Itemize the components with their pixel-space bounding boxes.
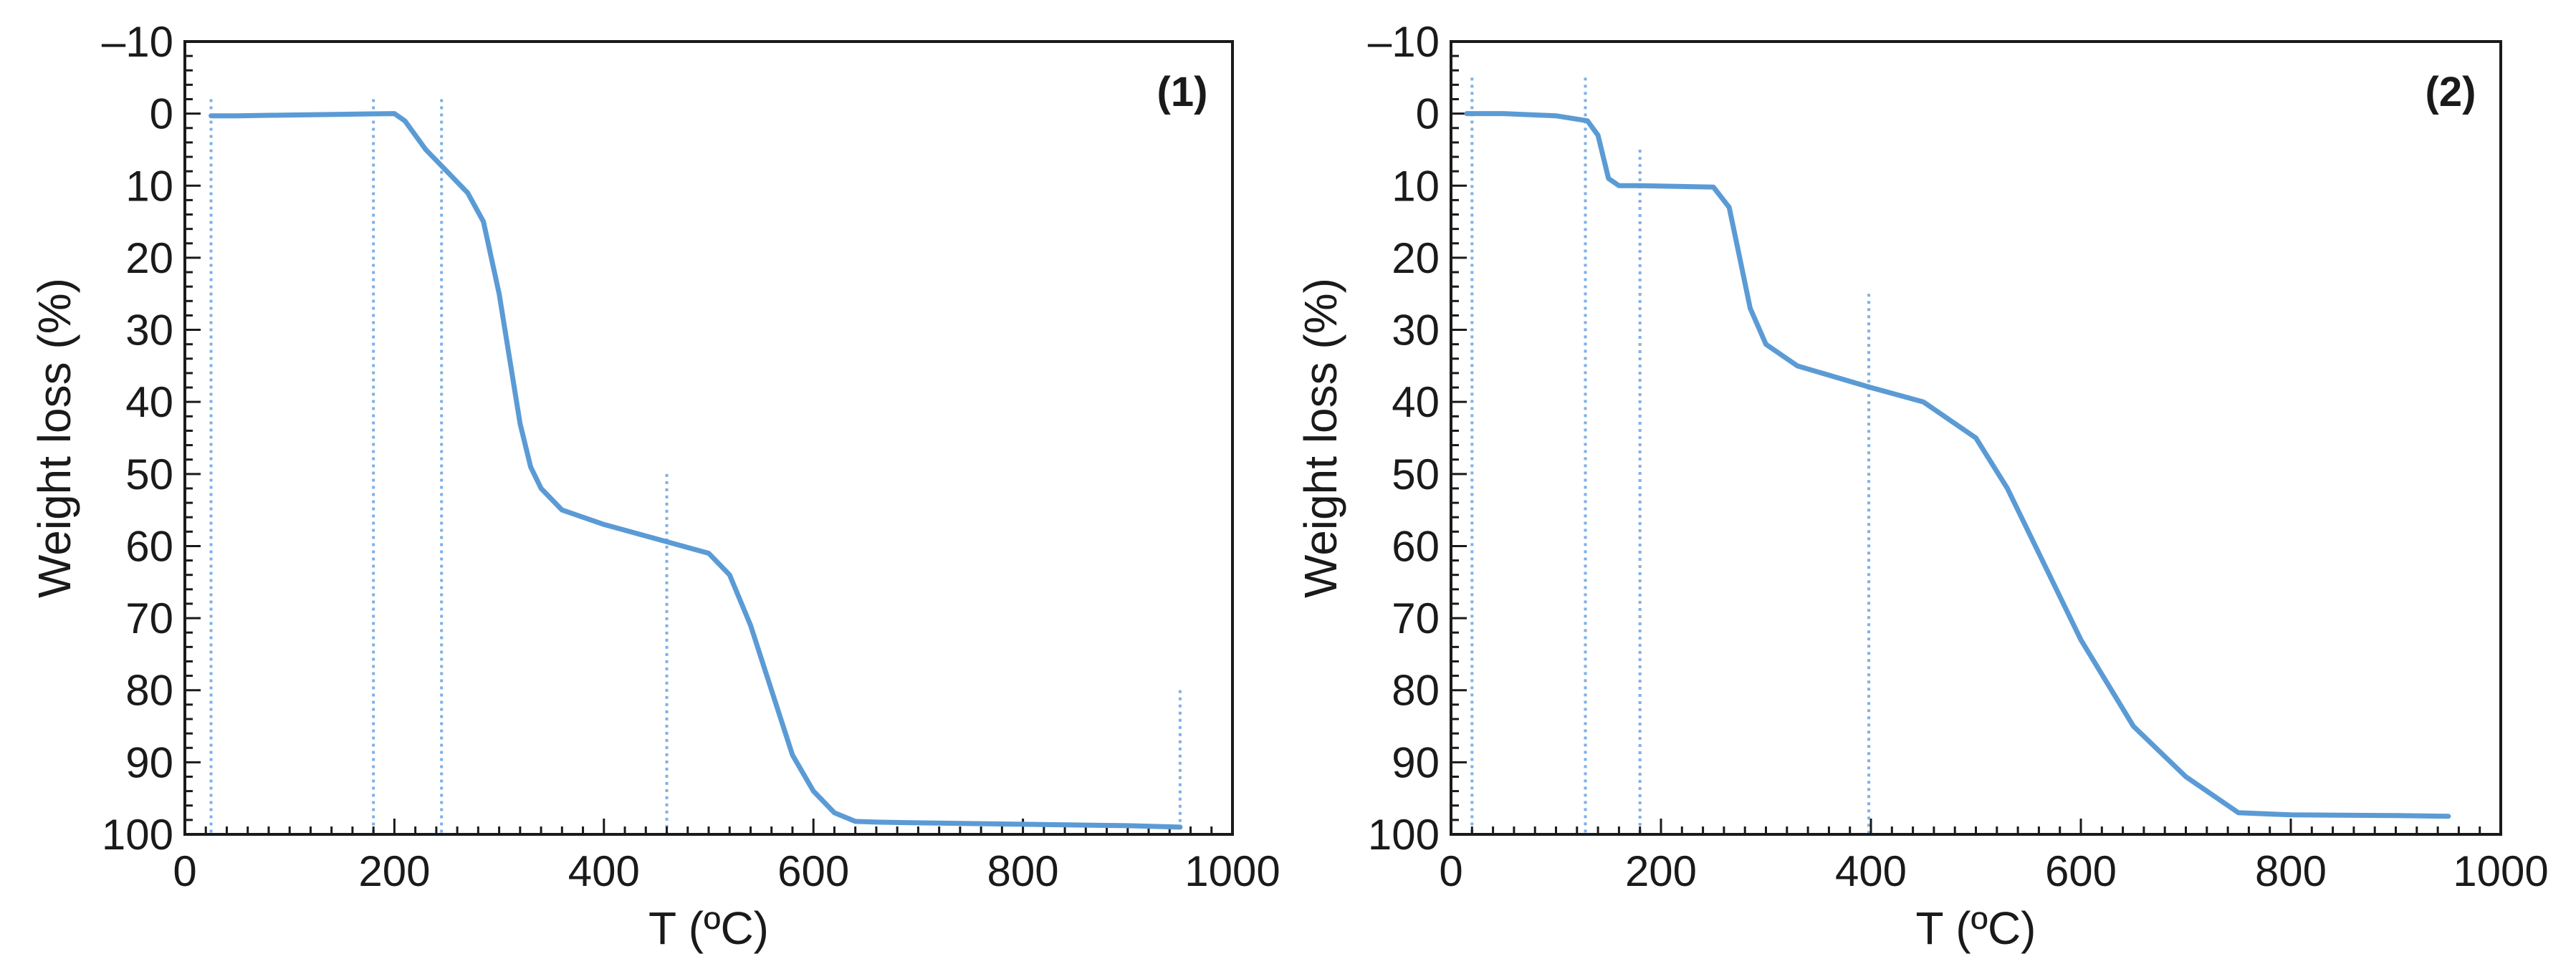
y-tick-label: 10 xyxy=(125,162,173,210)
x-tick-label: 0 xyxy=(1439,847,1462,895)
panel-label: (1) xyxy=(1157,69,1208,115)
y-axis-label: Weight loss (%) xyxy=(1295,278,1346,598)
plot-frame xyxy=(1450,40,2502,836)
x-tick-label: 600 xyxy=(777,847,849,895)
x-tick-label: 400 xyxy=(568,847,640,895)
panel-label: (2) xyxy=(2426,69,2476,115)
y-tick-label: 10 xyxy=(1392,162,1440,210)
x-tick-label: 1000 xyxy=(1184,847,1280,895)
y-tick-label: 100 xyxy=(1368,811,1440,859)
y-tick-label: 30 xyxy=(125,307,173,355)
chart-panel-2: 0 200 400 600 800 1000 –10 0 10 20 30 40 50 60 70 80 90 1… xyxy=(1295,18,2549,954)
y-tick-label: 90 xyxy=(125,738,173,786)
y-tick-label: –10 xyxy=(102,18,173,66)
y-tick-label: 40 xyxy=(1392,378,1440,426)
y-tick-label: 70 xyxy=(1392,594,1440,642)
x-tick-label: 800 xyxy=(987,847,1059,895)
y-tick-label: 20 xyxy=(1392,234,1440,282)
x-tick-label: 600 xyxy=(2045,847,2117,895)
x-axis-label: T (ºC) xyxy=(1916,902,2036,954)
x-tick-label: 400 xyxy=(1835,847,1907,895)
y-tick-label: 90 xyxy=(1392,738,1440,786)
y-tick-label: 60 xyxy=(125,522,173,570)
y-tick-label: 80 xyxy=(1392,667,1440,715)
y-tick-label: 70 xyxy=(125,594,173,642)
y-tick-label: 80 xyxy=(125,667,173,715)
x-axis-label: T (ºC) xyxy=(648,902,769,954)
plot-frame xyxy=(183,40,1234,836)
y-tick-label: 50 xyxy=(1392,450,1440,498)
x-tick-label: 0 xyxy=(173,847,196,895)
y-tick-label: 40 xyxy=(125,378,173,426)
y-tick-label: 20 xyxy=(125,234,173,282)
y-tick-label: 100 xyxy=(102,811,173,859)
x-tick-label: 800 xyxy=(2255,847,2327,895)
data-line-series-1 xyxy=(209,111,1183,830)
y-tick-label: 60 xyxy=(1392,522,1440,570)
y-tick-label: 30 xyxy=(1392,307,1440,355)
x-tick-label: 200 xyxy=(358,847,430,895)
y-tick-label: 50 xyxy=(125,450,173,498)
y-tick-label: 0 xyxy=(150,90,173,138)
y-axis-label: Weight loss (%) xyxy=(29,278,80,598)
x-tick-label: 1000 xyxy=(2453,847,2548,895)
data-line-series-1 xyxy=(1464,111,2451,819)
y-tick-label: 0 xyxy=(1416,90,1440,138)
x-tick-label: 200 xyxy=(1625,847,1697,895)
chart-panel-1: 0 200 400 600 800 1000 –10 0 10 20 30 40 50 60 70 80 90 1… xyxy=(29,18,1280,954)
y-tick-label: –10 xyxy=(1368,18,1440,66)
